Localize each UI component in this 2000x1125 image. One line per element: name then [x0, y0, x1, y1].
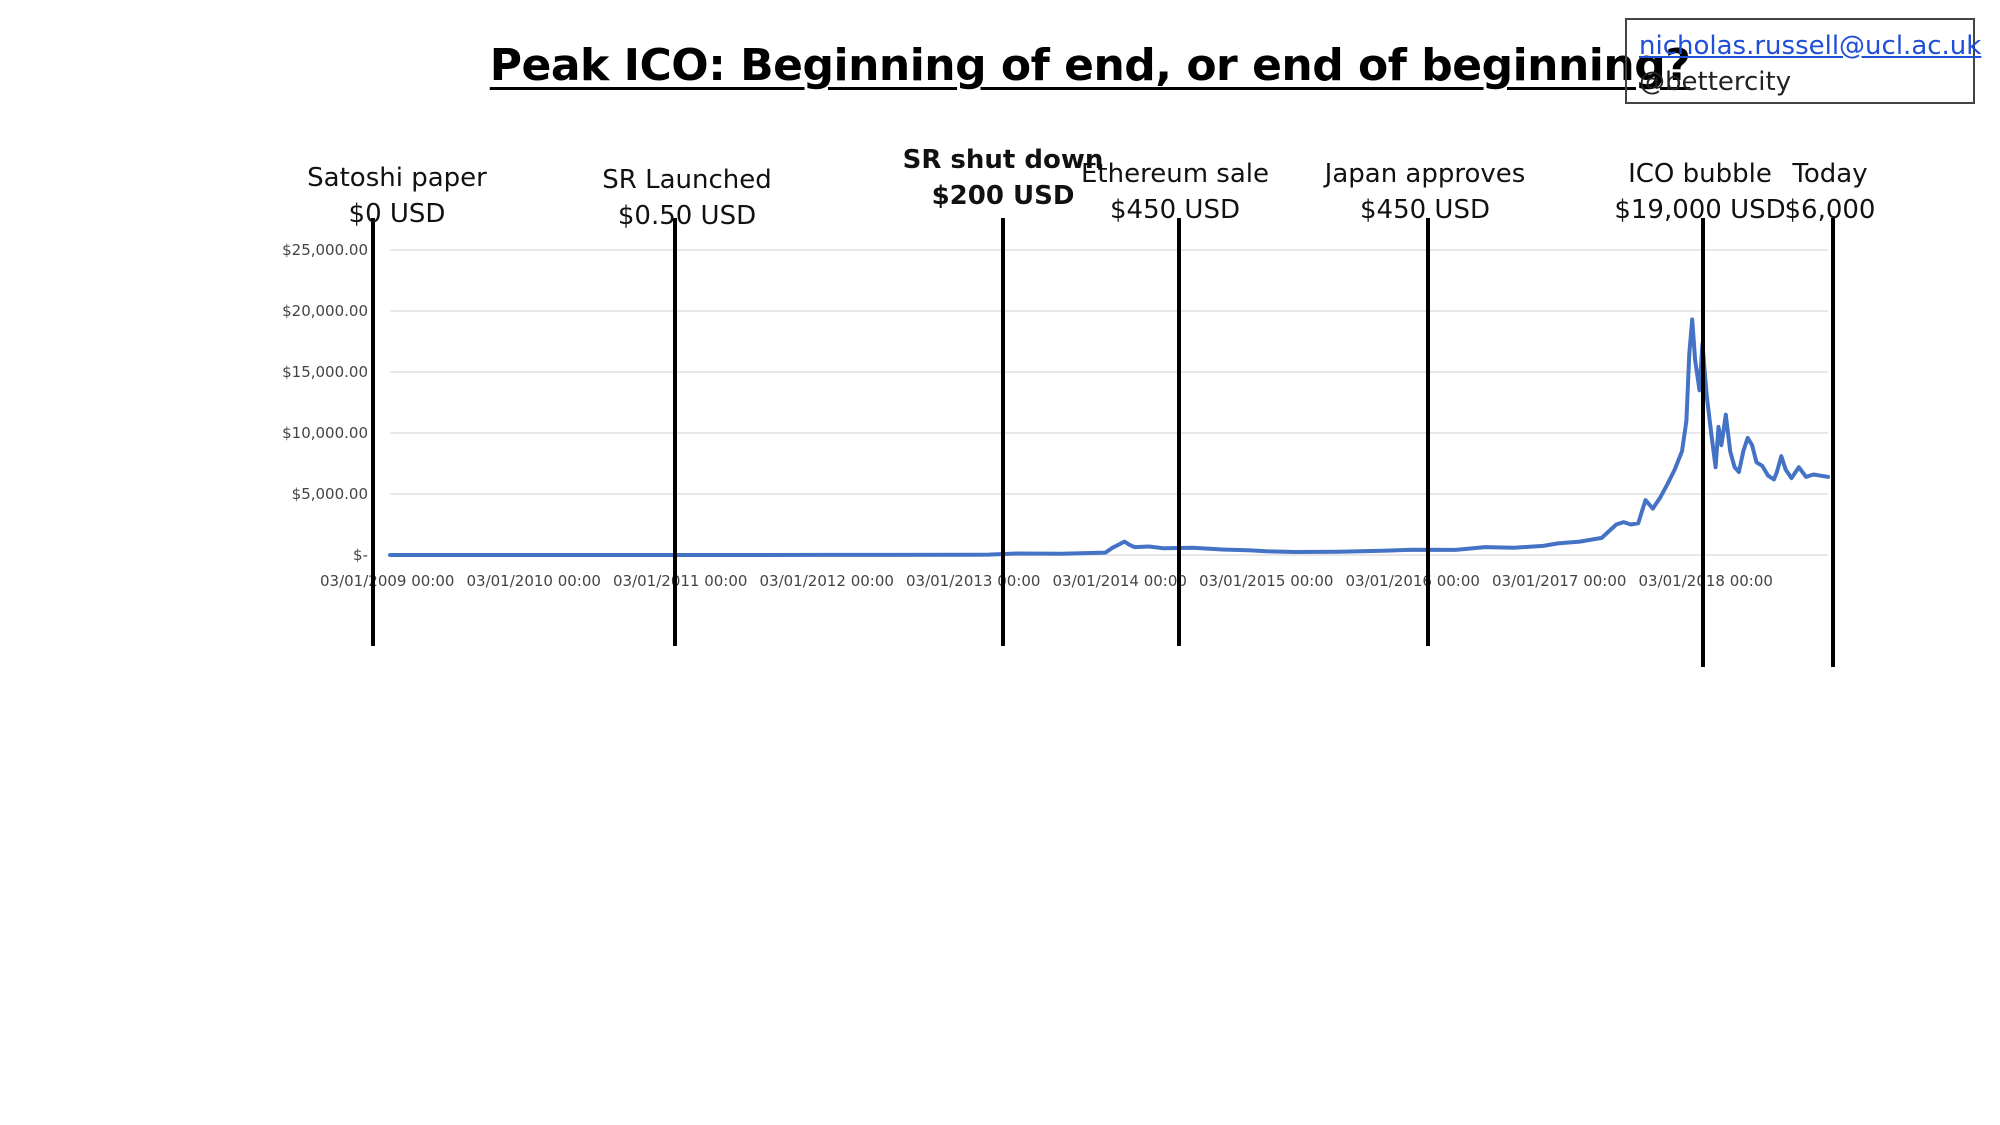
email-link[interactable]: nicholas.russell@ucl.ac.uk: [1639, 31, 1982, 61]
price-series: [388, 317, 1830, 557]
y-tick-label: $15,000.00: [282, 363, 368, 381]
event-name: SR Launched: [602, 165, 771, 195]
x-axis-ticks: 03/01/2009 00:00 03/01/2010 00:00 03/01/20…: [320, 572, 1773, 590]
y-tick-label: $25,000.00: [282, 241, 368, 259]
x-tick-label: 03/01/2012 00:00: [760, 572, 894, 590]
event-markers: Satoshi paper $0 USD SR Launched $0.50 USD S…: [307, 145, 1875, 667]
event-price: $200 USD: [932, 181, 1075, 211]
x-tick-label: 03/01/2011 00:00: [613, 572, 747, 590]
twitter-handle: @bettercity: [1639, 67, 1792, 97]
y-tick-label: $10,000.00: [282, 424, 368, 442]
event-price: $450 USD: [1360, 195, 1490, 225]
event-name: Ethereum sale: [1081, 159, 1269, 189]
x-tick-label: 03/01/2013 00:00: [906, 572, 1040, 590]
event-name: Japan approves: [1323, 159, 1526, 189]
event-name: Today: [1791, 159, 1867, 189]
slide-title: Peak ICO: Beginning of end, or end of be…: [489, 40, 1691, 91]
x-tick-label: 03/01/2014 00:00: [1053, 572, 1187, 590]
contact-box: nicholas.russell@ucl.ac.uk @bettercity: [1625, 18, 1982, 104]
x-tick-label: 03/01/2018 00:00: [1639, 572, 1773, 590]
x-tick-label: 03/01/2015 00:00: [1199, 572, 1333, 590]
x-tick-label: 03/01/2010 00:00: [467, 572, 601, 590]
series-line-0: [388, 317, 1830, 557]
event-name: ICO bubble: [1628, 159, 1772, 189]
x-tick-label: 03/01/2009 00:00: [320, 572, 454, 590]
event-name: Satoshi paper: [307, 163, 487, 193]
x-tick-label: 03/01/2017 00:00: [1492, 572, 1626, 590]
y-tick-label: $20,000.00: [282, 302, 368, 320]
event-price: $19,000 USD: [1614, 195, 1785, 225]
gridlines: [390, 249, 1828, 556]
event-price: $6,000: [1785, 195, 1876, 225]
y-tick-label: $-: [353, 546, 368, 564]
event-price: $0 USD: [349, 199, 446, 229]
y-axis-ticks: $- $5,000.00 $10,000.00 $15,000.00 $20,000.0…: [282, 241, 368, 564]
event-price: $0.50 USD: [618, 201, 756, 231]
event-price: $450 USD: [1110, 195, 1240, 225]
y-tick-label: $5,000.00: [292, 485, 368, 503]
x-tick-label: 03/01/2016 00:00: [1346, 572, 1480, 590]
event-name: SR shut down: [903, 145, 1104, 175]
